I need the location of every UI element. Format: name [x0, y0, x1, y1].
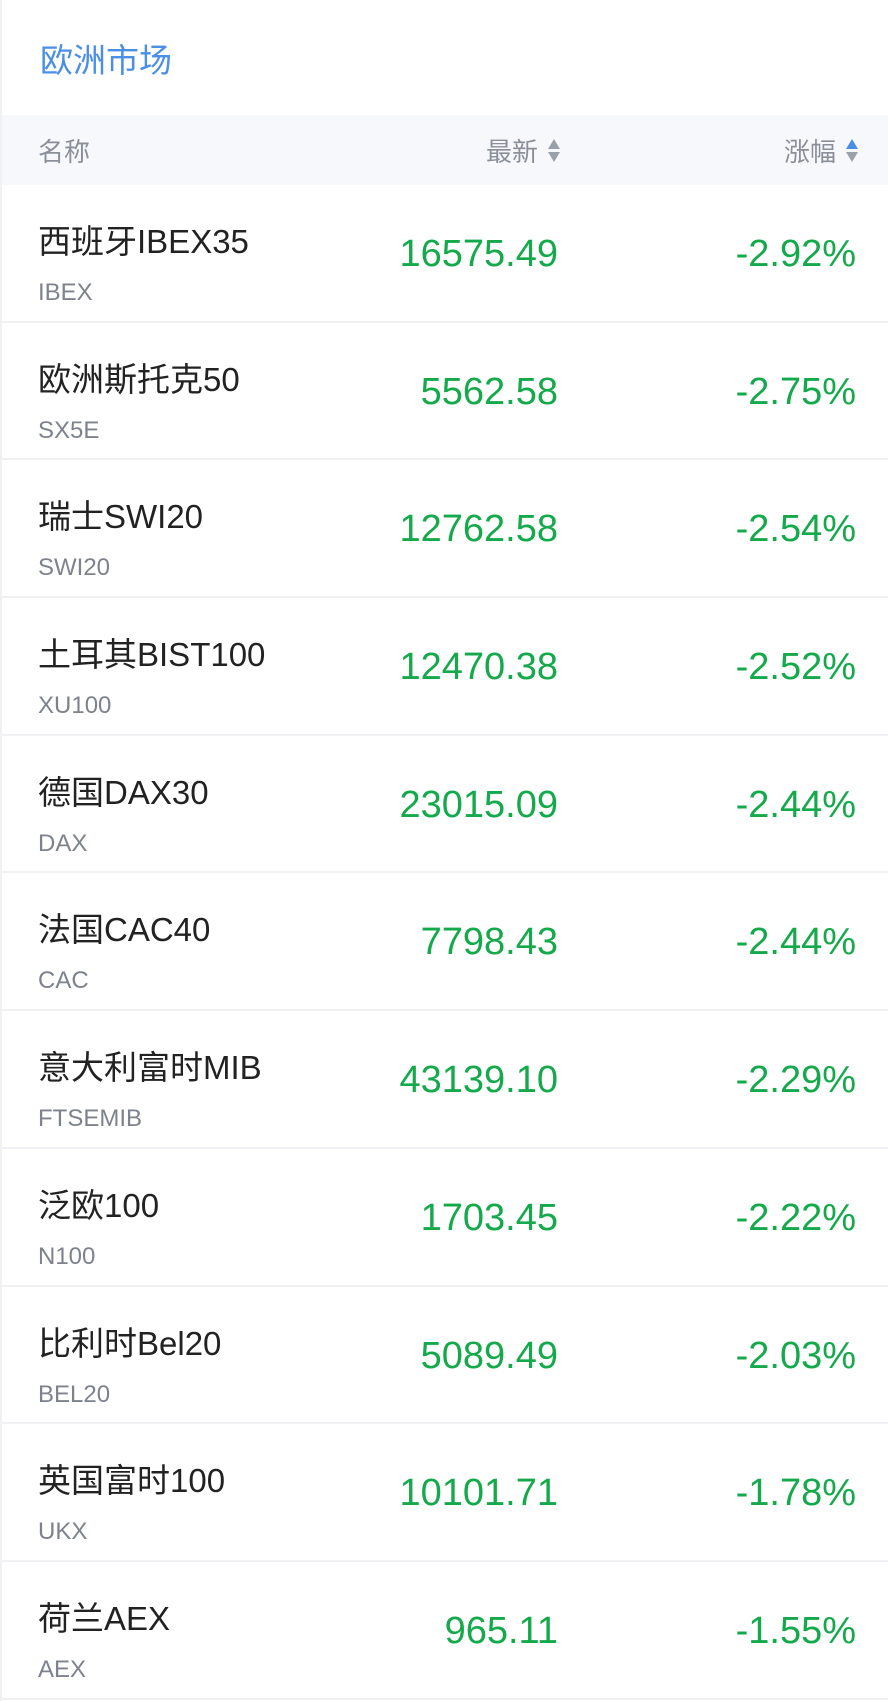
index-name: 荷兰AEX	[38, 1599, 171, 1637]
index-change: -2.52%	[735, 646, 856, 689]
table-row[interactable]: 英国富时100 UKX 10101.71 -1.78%	[2, 1424, 888, 1562]
index-change: -2.75%	[735, 370, 856, 413]
table-header: 名称 最新 涨幅	[2, 115, 888, 185]
index-name: 瑞士SWI20	[38, 498, 204, 536]
sort-ascending-icon	[846, 138, 858, 162]
index-name: 意大利富时MIB	[38, 1049, 262, 1087]
table-row[interactable]: 荷兰AEX AEX 965.11 -1.55%	[2, 1562, 888, 1700]
index-code: IBEX	[38, 279, 93, 306]
index-change: -1.55%	[735, 1609, 856, 1652]
index-price: 16575.49	[399, 233, 559, 275]
index-code: CAC	[38, 967, 89, 995]
table-row[interactable]: 比利时Bel20 BEL20 5089.49 -2.03%	[2, 1287, 888, 1425]
index-price: 10101.71	[399, 1472, 559, 1515]
table-row[interactable]: 瑞士SWI20 SWI20 12762.58 -2.54%	[2, 460, 888, 599]
table-row[interactable]: 泛欧100 N100 1703.45 -2.22%	[2, 1149, 888, 1287]
column-name: 名称	[38, 136, 91, 167]
index-code: BEL20	[38, 1380, 111, 1408]
index-change: -2.44%	[735, 921, 856, 964]
index-code: SX5E	[38, 416, 100, 444]
index-name: 泛欧100	[38, 1186, 160, 1224]
index-change: -2.22%	[735, 1196, 856, 1239]
index-code: N100	[38, 1242, 96, 1270]
index-change: -1.78%	[735, 1472, 856, 1515]
index-name: 西班牙IBEX35	[38, 223, 249, 260]
sort-icon	[548, 138, 560, 162]
column-change-label: 涨幅	[783, 136, 836, 167]
index-code: UKX	[38, 1518, 88, 1546]
index-price: 23015.09	[399, 783, 559, 826]
index-price: 965.11	[444, 1609, 558, 1652]
index-price: 43139.10	[399, 1059, 559, 1102]
sort-by-change[interactable]: 涨幅	[784, 132, 858, 169]
table-row[interactable]: 德国DAX30 DAX 23015.09 -2.44%	[2, 736, 888, 874]
index-list: 西班牙IBEX35 IBEX 16575.49 -2.92% 欧洲斯托克50 SX…	[2, 185, 888, 1700]
index-price: 12762.58	[399, 508, 559, 551]
index-code: FTSEMIB	[38, 1105, 143, 1133]
index-change: -2.54%	[735, 508, 856, 551]
table-row[interactable]: 欧洲斯托克50 SX5E 5562.58 -2.75%	[2, 323, 888, 461]
index-price: 12470.38	[399, 646, 559, 689]
index-price: 7798.43	[420, 921, 558, 964]
sort-by-price[interactable]: 最新	[310, 132, 560, 169]
index-code: DAX	[38, 829, 88, 857]
index-code: AEX	[38, 1655, 87, 1683]
index-code: XU100	[38, 692, 112, 720]
index-price: 5089.49	[420, 1334, 558, 1377]
table-row[interactable]: 法国CAC40 CAC 7798.43 -2.44%	[2, 873, 888, 1012]
index-name: 比利时Bel20	[38, 1324, 222, 1362]
index-price: 1703.45	[420, 1196, 558, 1239]
index-change: -2.03%	[735, 1334, 856, 1377]
page-title: 欧洲市场	[40, 42, 172, 79]
index-change: -2.44%	[735, 783, 856, 826]
table-row[interactable]: 西班牙IBEX35 IBEX 16575.49 -2.92%	[2, 185, 888, 323]
table-row[interactable]: 土耳其BIST100 XU100 12470.38 -2.52%	[2, 598, 888, 736]
column-price-label: 最新	[485, 136, 538, 167]
index-name: 德国DAX30	[38, 773, 209, 811]
index-change: -2.29%	[735, 1059, 856, 1102]
index-change: -2.92%	[735, 233, 856, 275]
table-row[interactable]: 意大利富时MIB FTSEMIB 43139.10 -2.29%	[2, 1011, 888, 1149]
index-name: 土耳其BIST100	[38, 636, 266, 674]
index-price: 5562.58	[420, 370, 558, 413]
index-name: 英国富时100	[38, 1462, 226, 1500]
index-name: 欧洲斯托克50	[38, 360, 240, 398]
index-code: SWI20	[38, 554, 111, 582]
index-name: 法国CAC40	[38, 911, 211, 949]
